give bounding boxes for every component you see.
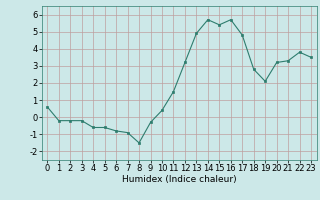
- X-axis label: Humidex (Indice chaleur): Humidex (Indice chaleur): [122, 175, 236, 184]
